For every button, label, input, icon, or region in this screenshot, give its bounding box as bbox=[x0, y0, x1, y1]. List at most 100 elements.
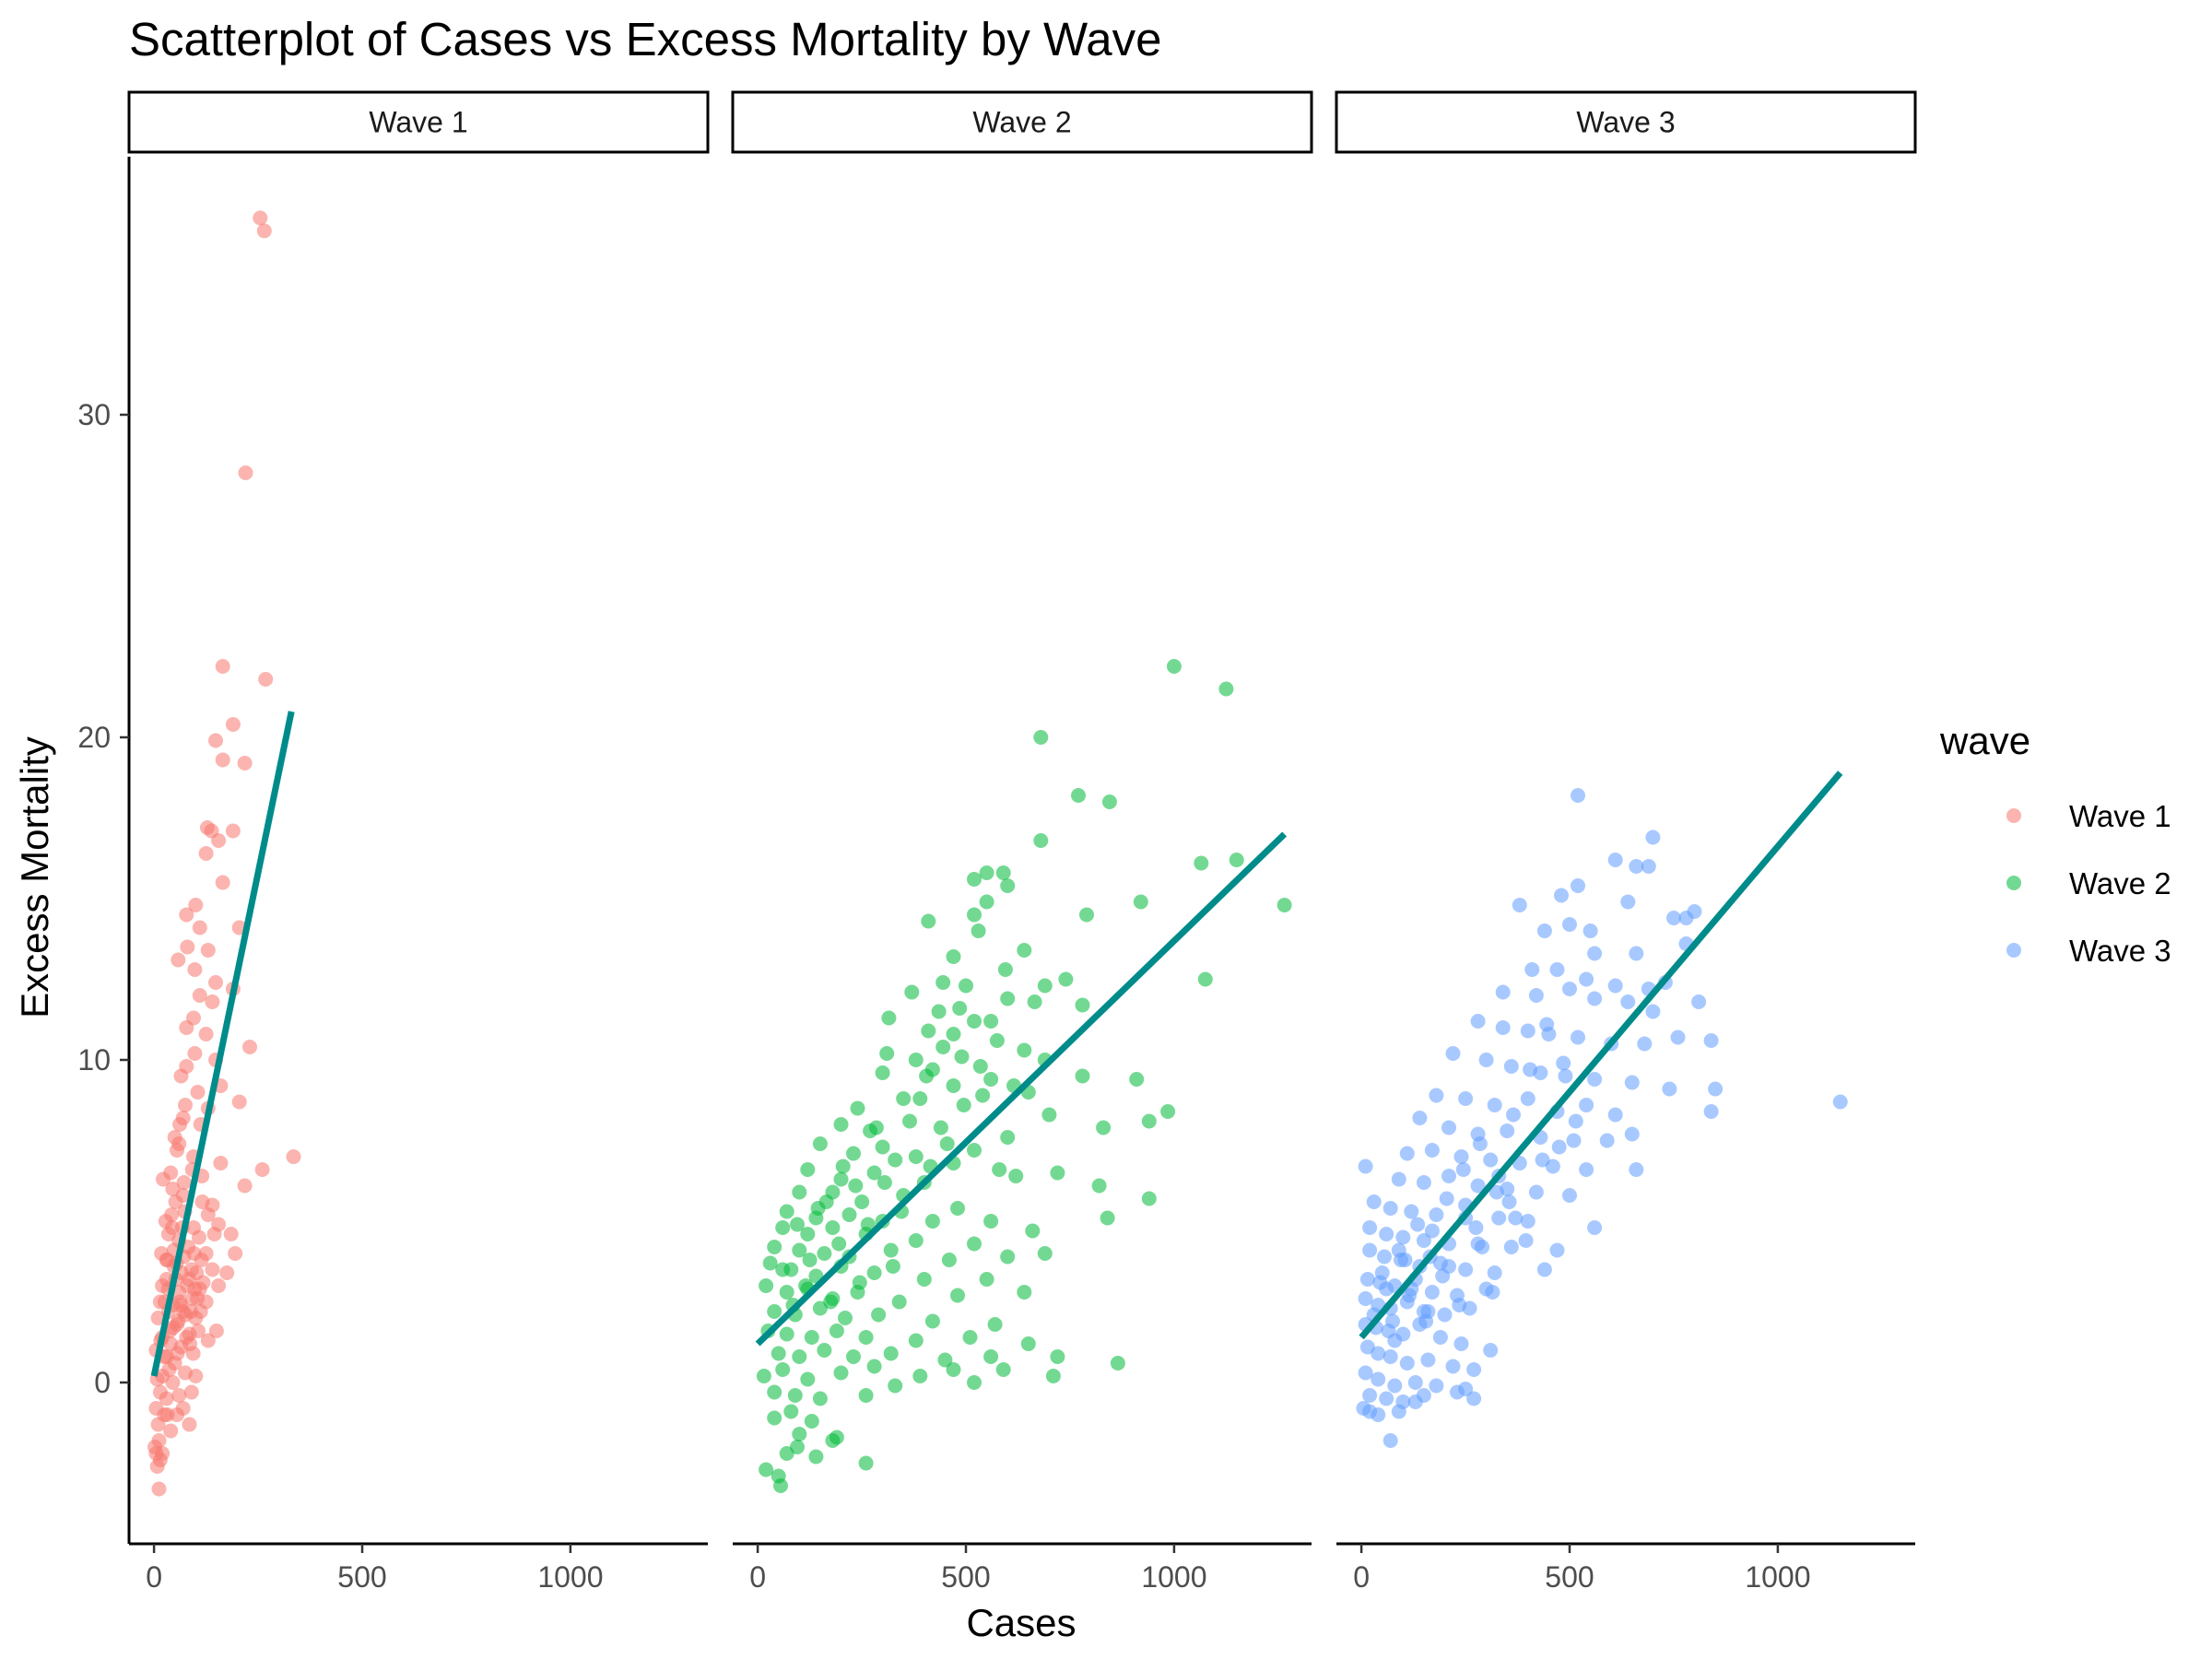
data-point bbox=[1027, 994, 1042, 1009]
data-point bbox=[1528, 988, 1544, 1003]
data-point bbox=[1141, 1113, 1157, 1129]
data-point bbox=[967, 1236, 982, 1252]
data-point bbox=[829, 1430, 844, 1445]
data-point bbox=[1453, 1149, 1469, 1164]
data-point bbox=[808, 1449, 824, 1465]
data-point bbox=[1407, 1394, 1423, 1409]
data-point bbox=[989, 1033, 1005, 1048]
data-point bbox=[1218, 681, 1234, 697]
data-point bbox=[225, 823, 241, 839]
data-point bbox=[1017, 1042, 1032, 1058]
data-point bbox=[1404, 1204, 1419, 1219]
data-point bbox=[194, 1253, 209, 1267]
data-point bbox=[891, 1294, 907, 1310]
x-tick-label: 0 bbox=[1353, 1560, 1370, 1594]
data-point bbox=[215, 875, 230, 890]
data-point bbox=[1487, 1265, 1502, 1280]
data-point bbox=[1371, 1346, 1386, 1361]
data-point bbox=[812, 1391, 828, 1406]
data-point bbox=[1079, 907, 1094, 923]
data-point bbox=[971, 924, 986, 938]
data-point bbox=[1420, 1304, 1436, 1319]
data-point bbox=[1362, 1242, 1378, 1258]
facet-panels: Wave 1 0 500 1000 Wave 2 0 500 1000 Wave 3 0 500 10… bbox=[127, 90, 1917, 1594]
data-point bbox=[790, 1440, 805, 1454]
data-point bbox=[1512, 898, 1527, 912]
data-point bbox=[1629, 946, 1644, 961]
data-point bbox=[1379, 1281, 1394, 1297]
data-point bbox=[1536, 924, 1552, 938]
data-point bbox=[1491, 1210, 1507, 1226]
data-point bbox=[1166, 659, 1182, 674]
data-point bbox=[1483, 1343, 1499, 1358]
data-point bbox=[1000, 1130, 1016, 1145]
data-point bbox=[1624, 1075, 1640, 1090]
data-point bbox=[759, 1462, 774, 1477]
data-point bbox=[1470, 1014, 1486, 1029]
data-point bbox=[1645, 1004, 1661, 1019]
data-point bbox=[175, 1111, 191, 1125]
legend-entries: Wave 1 Wave 2 Wave 3 bbox=[2006, 799, 2171, 968]
data-point bbox=[1551, 1139, 1567, 1155]
data-point bbox=[767, 1384, 782, 1400]
data-point bbox=[1455, 1162, 1471, 1177]
data-point bbox=[1382, 1433, 1398, 1448]
data-point bbox=[1556, 1055, 1571, 1071]
data-point bbox=[846, 1146, 861, 1161]
data-point bbox=[817, 1246, 832, 1261]
data-point bbox=[159, 1407, 175, 1422]
data-point bbox=[952, 1001, 968, 1016]
data-point bbox=[866, 1165, 882, 1181]
data-point bbox=[787, 1388, 803, 1403]
data-point bbox=[1539, 1017, 1555, 1032]
data-point bbox=[1579, 1162, 1594, 1177]
data-point bbox=[810, 1201, 826, 1216]
data-point bbox=[1100, 1210, 1115, 1226]
data-point bbox=[1470, 1178, 1486, 1194]
points-1 bbox=[147, 210, 301, 1497]
data-point bbox=[1520, 1023, 1535, 1039]
data-point bbox=[935, 1040, 951, 1054]
facet-strip bbox=[1335, 90, 1917, 154]
data-point bbox=[983, 1214, 999, 1229]
data-point bbox=[779, 1326, 794, 1342]
data-point bbox=[1091, 1178, 1107, 1194]
data-point bbox=[967, 1375, 982, 1390]
data-point bbox=[1458, 1262, 1474, 1277]
data-point bbox=[1424, 1223, 1440, 1239]
data-point bbox=[178, 1098, 193, 1112]
x-tick-label: 500 bbox=[941, 1560, 990, 1594]
data-point bbox=[858, 1455, 874, 1471]
data-point bbox=[858, 1388, 874, 1403]
data-point bbox=[975, 1088, 991, 1103]
data-point bbox=[195, 1275, 211, 1290]
data-point bbox=[1410, 1217, 1426, 1232]
data-point bbox=[163, 1423, 179, 1439]
data-point bbox=[1194, 855, 1209, 871]
x-tick-label: 500 bbox=[1545, 1560, 1594, 1594]
data-point bbox=[792, 1184, 807, 1200]
data-point bbox=[1358, 1365, 1373, 1381]
facet-panel-3: Wave 3 0 500 1000 bbox=[1335, 90, 1917, 1594]
data-point bbox=[1558, 1068, 1573, 1084]
data-point bbox=[1495, 984, 1511, 1000]
x-tick-label: 500 bbox=[337, 1560, 386, 1594]
data-point bbox=[1620, 894, 1636, 910]
data-point bbox=[1703, 1104, 1719, 1119]
data-point bbox=[1437, 1307, 1453, 1323]
data-point bbox=[170, 1346, 185, 1361]
data-point bbox=[802, 1253, 818, 1267]
data-point bbox=[1466, 1391, 1482, 1406]
data-point bbox=[1424, 1285, 1440, 1300]
data-point bbox=[912, 1091, 928, 1106]
data-point bbox=[812, 1136, 828, 1151]
data-point bbox=[208, 1324, 224, 1338]
data-point bbox=[185, 1346, 201, 1361]
data-point bbox=[1391, 1404, 1406, 1419]
data-point bbox=[1703, 1033, 1719, 1048]
data-point bbox=[800, 1162, 816, 1177]
data-point bbox=[1495, 1020, 1511, 1035]
points-3 bbox=[1356, 788, 1848, 1448]
data-point bbox=[921, 913, 936, 929]
data-point bbox=[962, 1330, 978, 1345]
